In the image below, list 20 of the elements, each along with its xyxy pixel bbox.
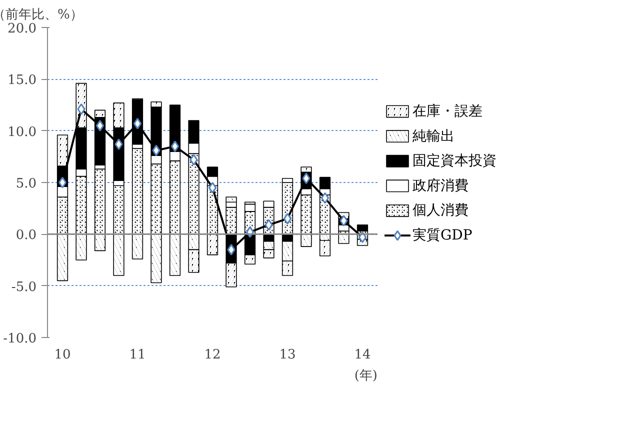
y-tick-label: 20.0 — [8, 22, 37, 36]
x-axis-title: (年) — [354, 368, 378, 384]
x-tick-label: 14 — [354, 348, 371, 362]
y-axis-title: （前年比、%） — [0, 8, 83, 22]
x-tick-label: 12 — [204, 348, 221, 362]
y-tick-label: -10.0 — [3, 332, 37, 346]
legend-label: 実質GDP — [412, 228, 472, 244]
x-tick-label: 10 — [54, 348, 71, 362]
y-tick-label: 5.0 — [16, 176, 37, 192]
legend-label: 政府消費 — [412, 178, 468, 194]
y-tick-label: 0.0 — [16, 228, 37, 244]
legend-label: 在庫・誤差 — [412, 103, 482, 120]
legend-label: 純輸出 — [412, 128, 454, 144]
y-tick-label: 15.0 — [8, 73, 37, 88]
y-tick-label: 10.0 — [8, 124, 37, 140]
legend-label: 個人消費 — [412, 202, 468, 219]
y-tick-label: -5.0 — [11, 280, 37, 295]
legend-label: 固定資本投資 — [412, 153, 496, 170]
x-tick-label: 13 — [279, 348, 296, 362]
x-tick-label: 11 — [129, 348, 146, 362]
